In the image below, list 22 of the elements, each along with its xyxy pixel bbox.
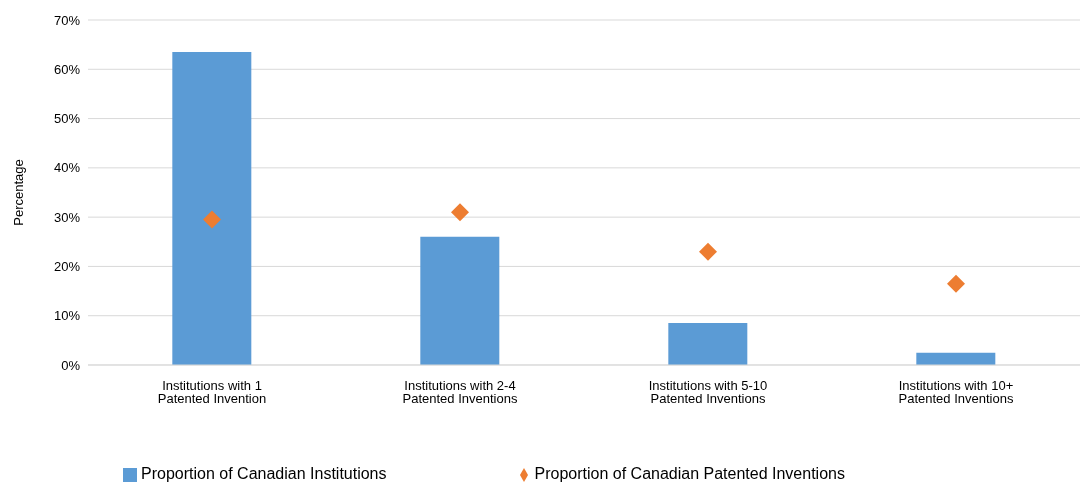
- y-tick-label: 70%: [53, 12, 81, 28]
- y-tick-label: 30%: [53, 209, 81, 225]
- point: [947, 274, 965, 293]
- y-tick-label: 10%: [53, 308, 81, 324]
- y-tick-label: 50%: [53, 111, 81, 127]
- legend-label: Proportion of Canadian Institutions: [141, 465, 387, 482]
- x-tick-label: Institutions with 10+ Patented Inventions: [898, 378, 1014, 407]
- legend-label: Proportion of Canadian Patented Inventions: [534, 465, 845, 482]
- x-tick-label: Institutions with 1 Patented Invention: [157, 378, 267, 407]
- x-tick-label: Institutions with 2-4 Patented Inventions: [402, 378, 518, 407]
- bar: [420, 236, 500, 365]
- y-axis-title: Percentage: [10, 159, 26, 226]
- y-tick-label: 40%: [53, 160, 81, 176]
- x-tick-label: Institutions with 5-10 Patented Inventions: [648, 378, 768, 407]
- point: [203, 210, 221, 229]
- point: [451, 203, 469, 222]
- y-tick-label: 60%: [53, 61, 81, 77]
- bar: [172, 52, 252, 365]
- point: [699, 242, 717, 261]
- y-tick-label: 0%: [61, 357, 81, 373]
- bar: [668, 323, 748, 365]
- y-tick-label: 20%: [53, 259, 81, 275]
